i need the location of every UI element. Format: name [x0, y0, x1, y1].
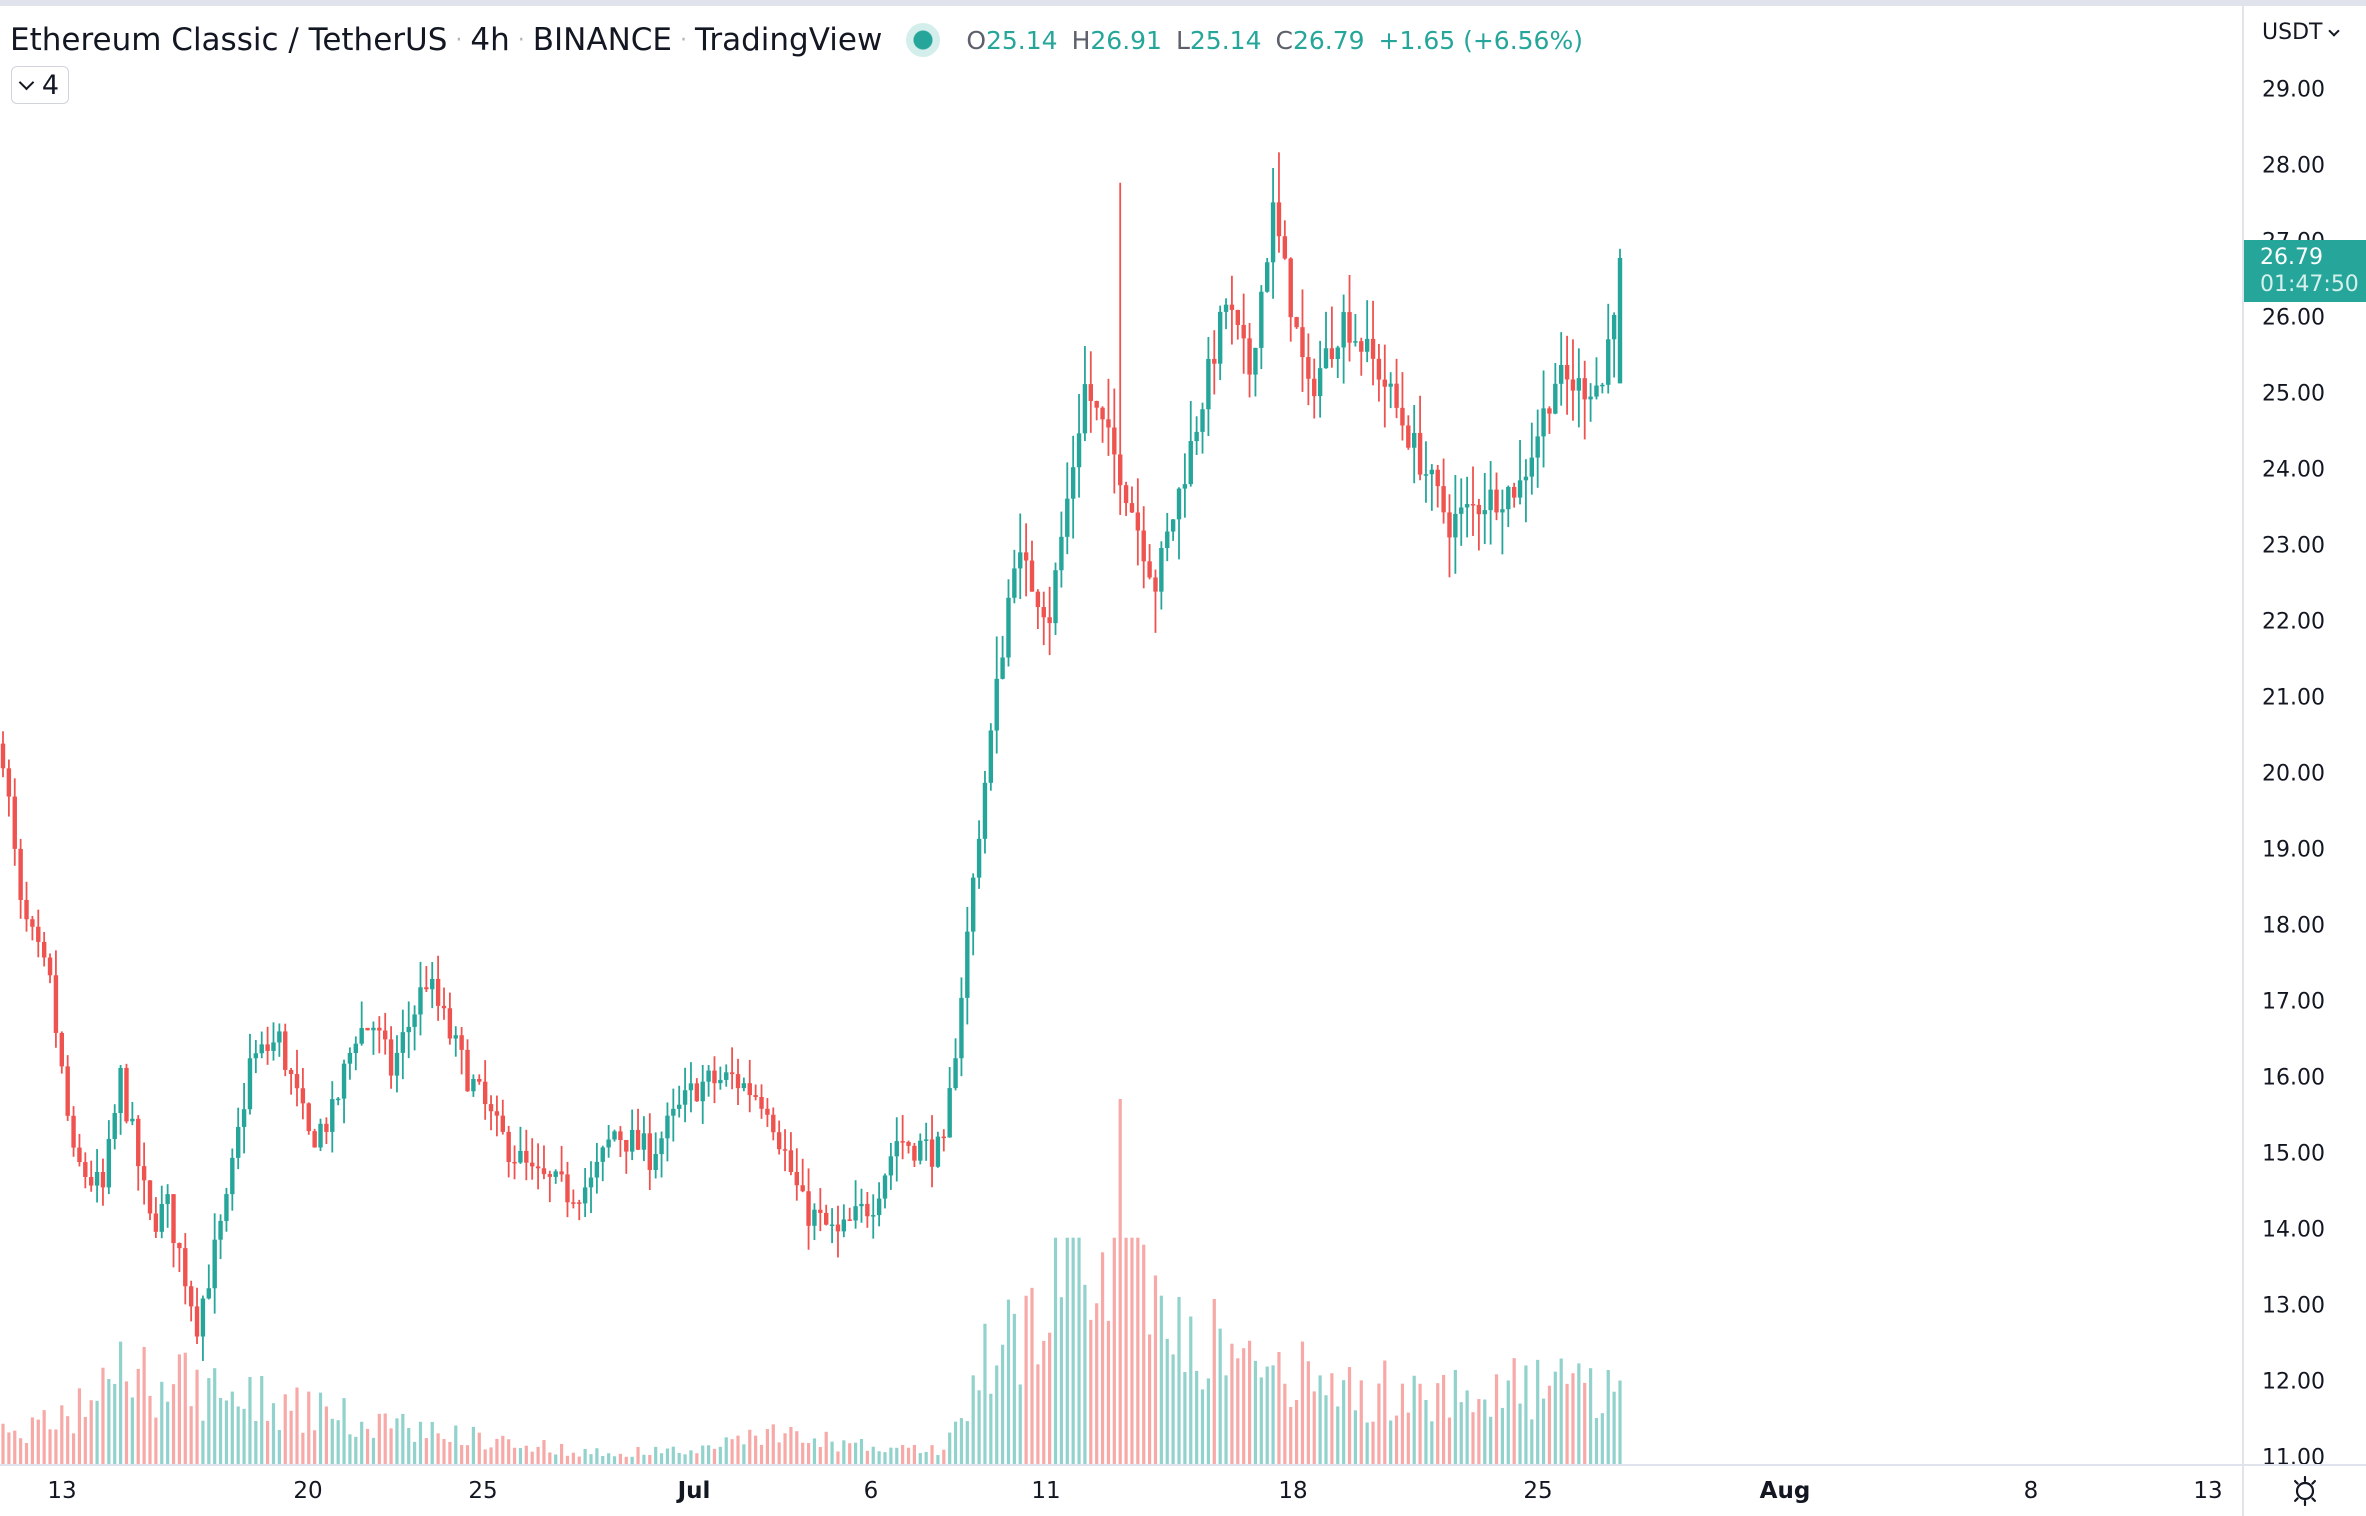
low-label: L — [1175, 25, 1190, 55]
price-tick-label: 13.00 — [2262, 1293, 2325, 1319]
bar-countdown: 01:47:50 — [2260, 272, 2359, 297]
price-tick-label: 14.00 — [2262, 1217, 2325, 1243]
candlestick-chart[interactable] — [0, 6, 2242, 1464]
currency-selector[interactable]: USDT — [2262, 20, 2341, 45]
high-label: H — [1071, 25, 1091, 55]
close-label: C — [1275, 25, 1293, 55]
time-scale[interactable]: 13 20 25 Jul 6 11 18 25 Aug 8 13 — [0, 1464, 2242, 1516]
time-tick-label: Aug — [1759, 1478, 1811, 1504]
ohlc-values: O 25.14 H 26.91 L 25.14 C 26.79 +1.65 (+6.56… — [966, 26, 1583, 55]
separator: · — [680, 27, 687, 53]
price-tick-label: 23.00 — [2262, 533, 2325, 559]
open-value: 25.14 — [986, 25, 1058, 55]
interval-label[interactable]: 4h — [470, 22, 510, 58]
price-tick-label: 20.00 — [2262, 761, 2325, 787]
time-tick-label: 18 — [1278, 1478, 1308, 1504]
source-label: TradingView — [695, 22, 883, 58]
chevron-down-icon — [2328, 24, 2341, 37]
price-tick-label: 12.00 — [2262, 1369, 2325, 1395]
time-tick-label: 8 — [2023, 1478, 2039, 1504]
sun-settings-icon — [2293, 1475, 2316, 1507]
indicator-count: 4 — [41, 69, 60, 101]
price-tick-label: 16.00 — [2262, 1065, 2325, 1091]
price-tick-label: 22.00 — [2262, 609, 2325, 635]
time-tick-label: 13 — [2193, 1478, 2223, 1504]
price-tick-label: 24.00 — [2262, 457, 2325, 483]
market-status-icon[interactable] — [906, 23, 941, 57]
open-label: O — [966, 25, 986, 55]
last-price-value: 26.79 — [2260, 245, 2323, 270]
price-tick-label: 15.00 — [2262, 1141, 2325, 1167]
time-tick-label: Jul — [677, 1478, 711, 1504]
price-tick-label: 19.00 — [2262, 837, 2325, 863]
separator: · — [517, 27, 525, 53]
top-border — [0, 0, 2366, 6]
price-tick-label: 25.00 — [2262, 381, 2325, 407]
last-price-label: 26.79 01:47:50 — [2244, 240, 2366, 302]
time-tick-label: 6 — [863, 1478, 879, 1504]
change-value: +1.65 (+6.56%) — [1378, 25, 1583, 55]
chart-settings-button[interactable] — [2242, 1464, 2366, 1516]
symbol-name[interactable]: Ethereum Classic / TetherUS — [10, 22, 448, 58]
price-scale[interactable]: USDT 29.0028.0027.0026.0025.0024.0023.00… — [2242, 6, 2366, 1471]
chevron-down-icon — [18, 74, 35, 90]
price-tick-label: 21.00 — [2262, 685, 2325, 711]
exchange-label: BINANCE — [532, 22, 672, 58]
price-tick-label: 17.00 — [2262, 989, 2325, 1015]
time-tick-label: 11 — [1031, 1478, 1061, 1504]
indicators-collapse-button[interactable]: 4 — [11, 66, 69, 104]
time-tick-label: 13 — [47, 1478, 77, 1504]
chart-plot-area[interactable] — [0, 6, 2242, 1464]
price-tick-label: 18.00 — [2262, 913, 2325, 939]
time-tick-label: 25 — [1523, 1478, 1553, 1504]
price-tick-label: 26.00 — [2262, 305, 2325, 331]
high-value: 26.91 — [1090, 25, 1162, 55]
time-tick-label: 25 — [468, 1478, 498, 1504]
currency-label: USDT — [2262, 20, 2323, 45]
price-tick-label: 11.00 — [2262, 1445, 2325, 1471]
low-value: 25.14 — [1189, 25, 1262, 55]
time-tick-label: 20 — [293, 1478, 323, 1504]
price-tick-label: 29.00 — [2262, 77, 2325, 103]
chart-legend: Ethereum Classic / TetherUS · 4h · BINAN… — [10, 18, 1583, 62]
separator: · — [455, 27, 463, 53]
close-value: 26.79 — [1292, 25, 1365, 55]
price-tick-label: 28.00 — [2262, 153, 2325, 179]
